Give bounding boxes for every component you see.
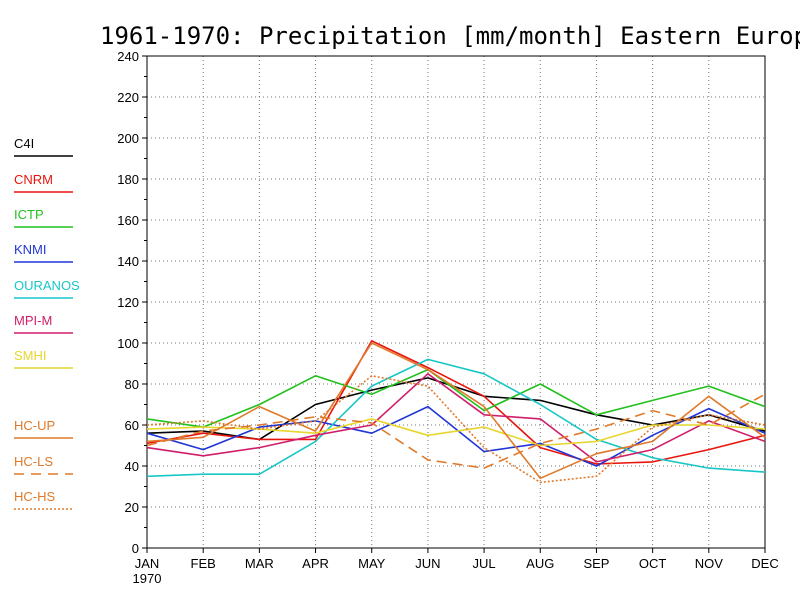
y-tick-label: 100 — [117, 336, 139, 351]
series-line-cnrm — [146, 340, 766, 465]
legend-label-hc-up: HC-UP — [14, 418, 55, 433]
series-line-smhi — [146, 418, 766, 447]
x-tick-label: SEP — [583, 556, 609, 571]
series-line-c4i — [146, 377, 766, 441]
y-tick-label: 240 — [117, 49, 139, 64]
x-tick-label: OCT — [639, 556, 667, 571]
series-lines — [146, 340, 766, 484]
legend-label-hc-hs: HC-HS — [14, 489, 55, 504]
legend-label-knmi: KNMI — [14, 242, 47, 257]
y-tick-label: 0 — [132, 541, 139, 556]
x-year-label: 1970 — [133, 571, 162, 586]
series-line-ouranos — [146, 358, 766, 478]
y-tick-label: 20 — [125, 500, 139, 515]
series-line-knmi — [146, 405, 766, 467]
chart-title: 1961-1970: Precipitation [mm/month] East… — [100, 22, 800, 50]
y-tick-label: 140 — [117, 254, 139, 269]
x-tick-label: MAR — [245, 556, 274, 571]
x-tick-label: JAN — [135, 556, 160, 571]
series-line-hc-ls — [146, 393, 766, 469]
x-tick-label: JUN — [415, 556, 440, 571]
legend-label-c4i: C4I — [14, 136, 34, 151]
x-tick-label: NOV — [695, 556, 724, 571]
y-tick-label: 40 — [125, 459, 139, 474]
y-tick-label: 200 — [117, 131, 139, 146]
series-line-hc-hs — [146, 374, 766, 484]
x-tick-label: AUG — [526, 556, 554, 571]
x-tick-label: FEB — [191, 556, 216, 571]
legend-label-cnrm: CNRM — [14, 172, 53, 187]
series-line-mpi-m — [146, 372, 766, 463]
x-tick-label: JUL — [473, 556, 496, 571]
legend-label-ictp: ICTP — [14, 207, 44, 222]
y-tick-label: 120 — [117, 295, 139, 310]
legend: C4I CNRM ICTP KNMI OURANOS MPI-M SMHI HC-UP HC-L… — [14, 136, 80, 510]
y-tick-label: 220 — [117, 90, 139, 105]
y-tick-label: 80 — [125, 377, 139, 392]
legend-label-ouranos: OURANOS — [14, 278, 80, 293]
series-line-ictp — [146, 368, 766, 428]
legend-label-mpi-m: MPI-M — [14, 313, 52, 328]
series-line-hc-up — [146, 342, 766, 480]
x-tick-label: MAY — [358, 556, 386, 571]
axes: 0 20 40 60 80 100 120 140 160 180 200 220 240 JAN FEB M… — [117, 49, 778, 586]
legend-label-hc-ls: HC-LS — [14, 454, 53, 469]
y-tick-label: 180 — [117, 172, 139, 187]
x-tick-label: DEC — [751, 556, 778, 571]
legend-label-smhi: SMHI — [14, 348, 47, 363]
y-tick-label: 60 — [125, 418, 139, 433]
x-tick-label: APR — [302, 556, 329, 571]
y-tick-label: 160 — [117, 213, 139, 228]
